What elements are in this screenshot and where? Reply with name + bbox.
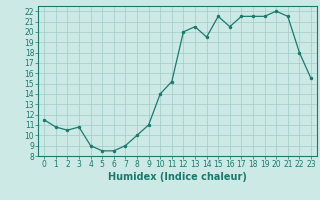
X-axis label: Humidex (Indice chaleur): Humidex (Indice chaleur) <box>108 172 247 182</box>
